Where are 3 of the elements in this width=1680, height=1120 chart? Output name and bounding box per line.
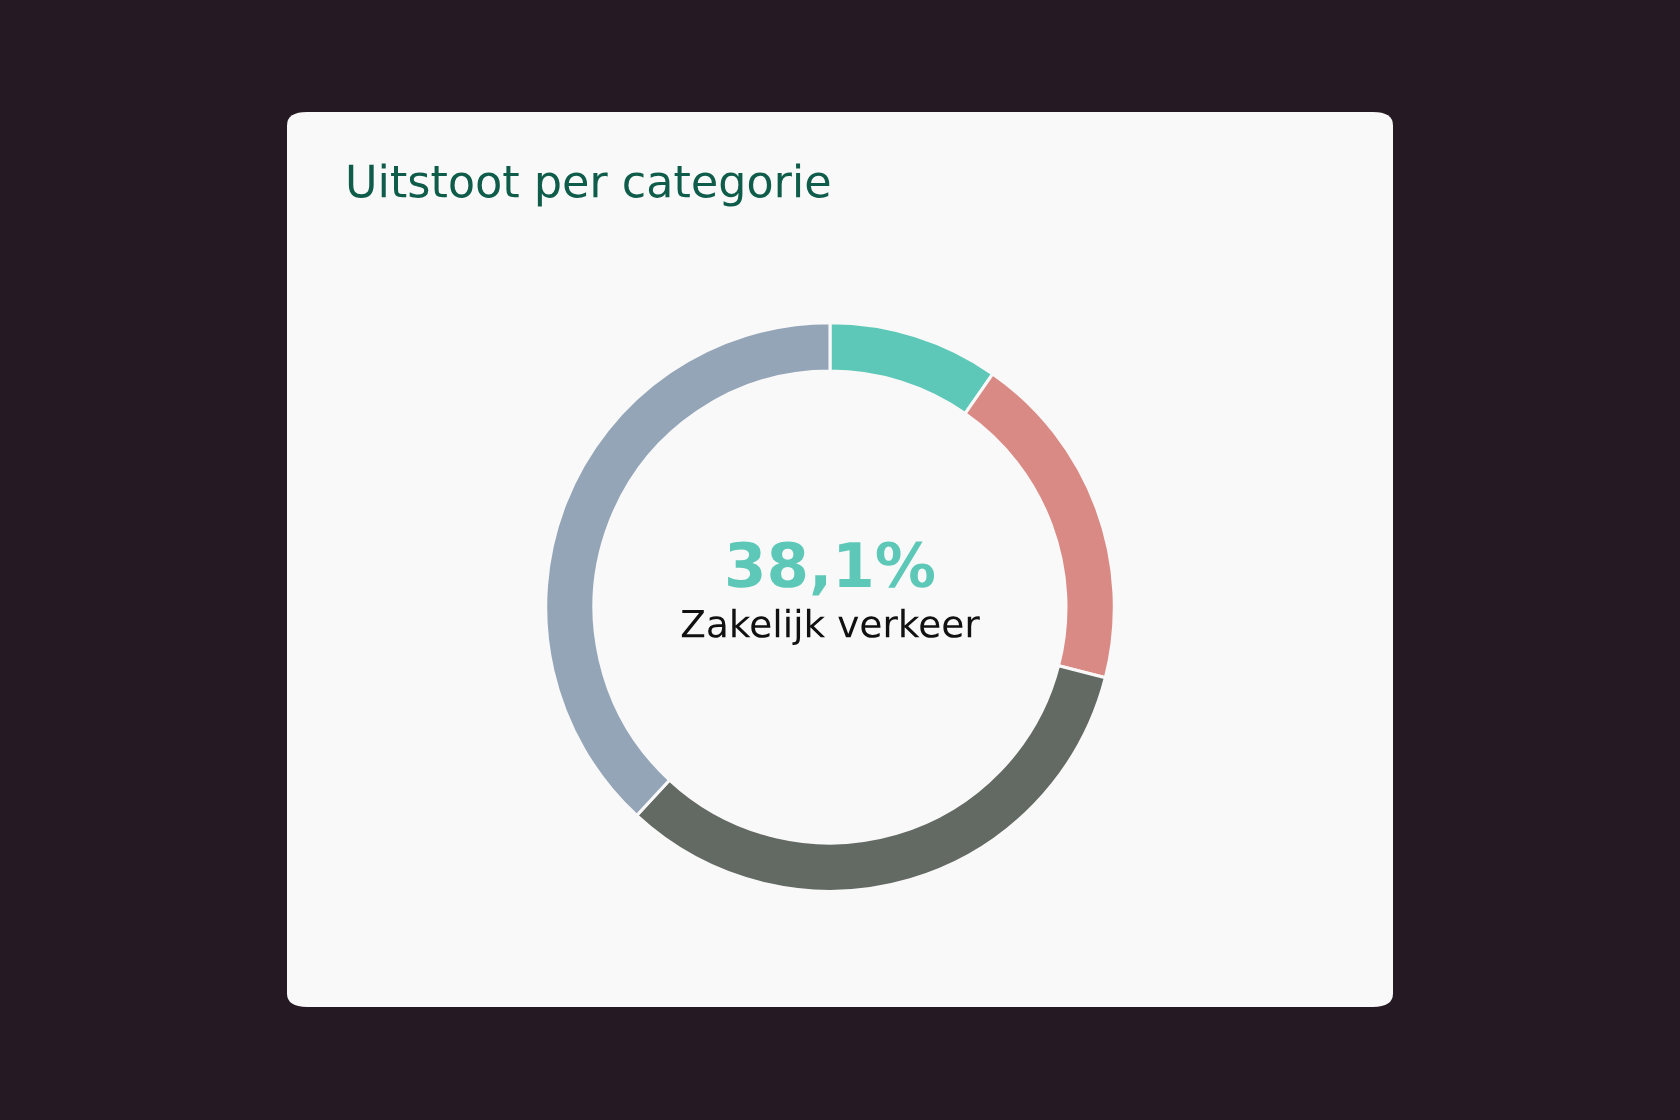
slice-label: Zakelijk verkeer xyxy=(681,608,980,646)
data-label: 38,1% xyxy=(728,541,935,596)
chart-title: Uitstoot per categorie xyxy=(348,163,830,207)
